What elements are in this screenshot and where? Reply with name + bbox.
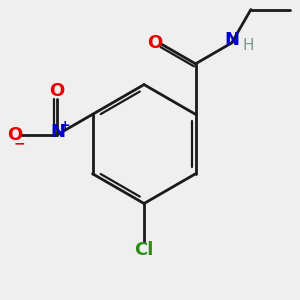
Text: +: + <box>59 119 70 132</box>
Text: H: H <box>242 38 254 53</box>
Text: N: N <box>50 123 65 141</box>
Text: −: − <box>14 136 25 151</box>
Text: O: O <box>7 125 22 143</box>
Text: Cl: Cl <box>134 242 154 260</box>
Text: O: O <box>147 34 162 52</box>
Text: O: O <box>49 82 64 100</box>
Text: N: N <box>224 31 239 49</box>
